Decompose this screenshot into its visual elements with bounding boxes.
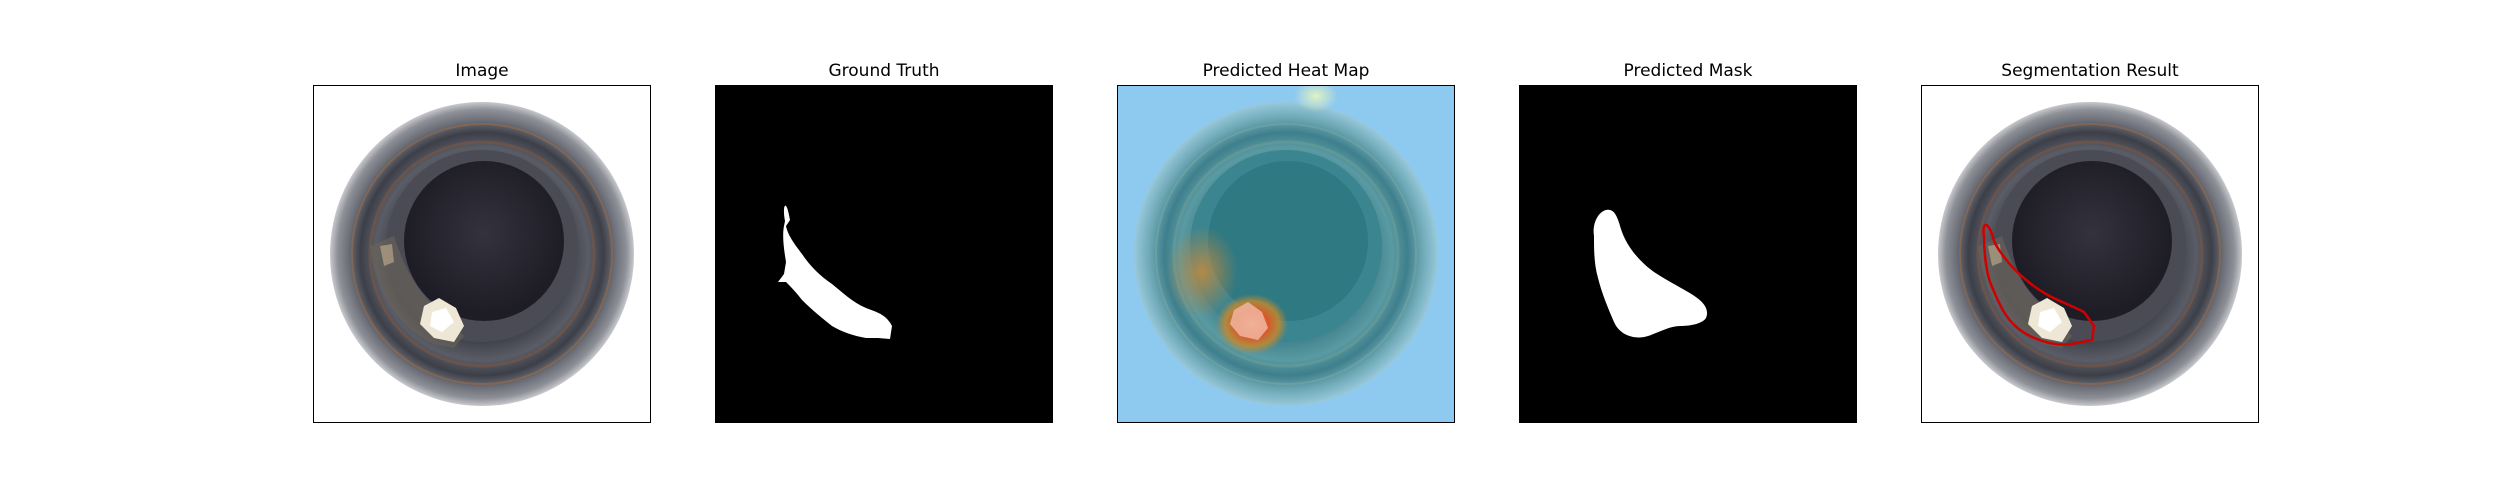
heat-map-frame — [1117, 85, 1455, 423]
panel-title-image: Image — [455, 61, 509, 81]
heat-map — [1118, 86, 1454, 422]
predicted-mask — [1520, 86, 1856, 422]
bottle-photo — [314, 86, 650, 422]
segmentation-result-frame — [1921, 85, 2259, 423]
panel-title-predicted-mask: Predicted Mask — [1623, 61, 1753, 81]
predicted-mask-frame — [1519, 85, 1857, 423]
ground-truth-frame — [715, 85, 1053, 423]
panel-title-heat-map: Predicted Heat Map — [1202, 61, 1370, 81]
segmentation-overlay — [1922, 86, 2258, 422]
image-frame — [313, 85, 651, 423]
ground-truth-mask — [716, 86, 1052, 422]
panel-title-ground-truth: Ground Truth — [828, 61, 940, 81]
panel-title-segmentation-result: Segmentation Result — [2001, 61, 2179, 81]
